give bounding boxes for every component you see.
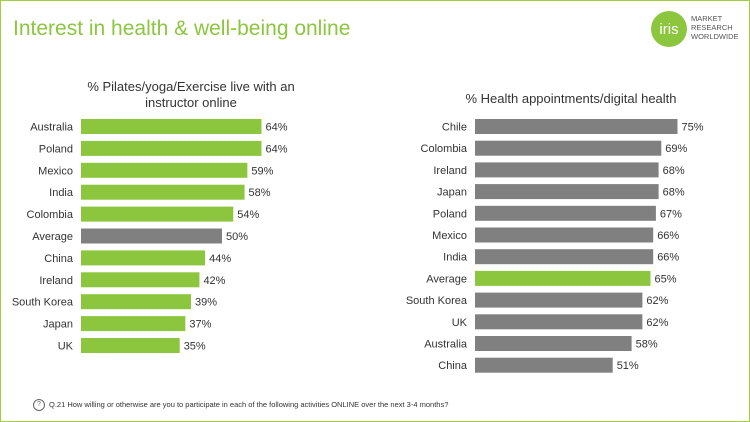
category-label: India — [49, 187, 74, 199]
category-label: Ireland — [433, 165, 467, 177]
category-label: South Korea — [406, 295, 468, 307]
category-label: China — [44, 253, 74, 265]
category-label: South Korea — [12, 297, 74, 309]
chart-left-title-line-2: instructor online — [145, 95, 237, 110]
data-label: 68% — [663, 165, 685, 177]
data-label: 66% — [657, 230, 679, 242]
footer-question: Q.21 How willing or otherwise are you to… — [49, 400, 449, 409]
bar — [475, 249, 654, 265]
iris-logo-icon: iris — [651, 11, 687, 47]
bar — [81, 272, 200, 288]
category-label: Colombia — [27, 209, 74, 221]
chart-left-title-line-1: % Pilates/yoga/Exercise live with an — [87, 79, 295, 94]
data-label: 54% — [237, 209, 259, 221]
category-label: Japan — [437, 187, 467, 199]
chart-1-svg: Chile 75% Colombia 69% Ireland 68% Japan 68% Pol… — [406, 119, 704, 373]
category-label: Chile — [442, 122, 467, 134]
data-label: 58% — [249, 187, 271, 199]
data-label: 69% — [665, 143, 687, 155]
chart-right-title: % Health appointments/digital health — [421, 91, 721, 107]
chart-0-svg: Australia 64% Poland 64% Mexico 59% India 58% Co… — [12, 119, 288, 353]
average-bar — [81, 228, 222, 244]
bar — [81, 250, 206, 266]
category-label: Poland — [433, 208, 467, 220]
category-label: Colombia — [421, 143, 468, 155]
data-label: 75% — [682, 122, 704, 134]
bar — [475, 205, 656, 221]
bar — [81, 162, 248, 178]
data-label: 62% — [646, 317, 668, 329]
data-label: 65% — [655, 273, 677, 285]
data-label: 44% — [209, 253, 231, 265]
category-label: Mexico — [38, 165, 73, 177]
category-label: Australia — [30, 122, 74, 134]
iris-logo-mark: iris — [659, 21, 678, 38]
category-label: Mexico — [432, 230, 467, 242]
iris-logo: iris MARKET RESEARCH WORLDWIDE — [649, 9, 745, 49]
bar — [81, 206, 234, 222]
bar — [81, 294, 191, 310]
category-label: Average — [32, 231, 73, 243]
chart-right-title-line-1: % Health appointments/digital health — [465, 91, 677, 106]
chart-right: Chile 75% Colombia 69% Ireland 68% Japan 68% Pol… — [381, 119, 741, 383]
logo-text: MARKET RESEARCH WORLDWIDE — [691, 14, 739, 41]
data-label: 39% — [195, 297, 217, 309]
bar — [475, 336, 632, 351]
logo-line-3: WORLDWIDE — [691, 32, 739, 41]
data-label: 64% — [265, 122, 287, 134]
bar — [475, 314, 643, 330]
data-label: 67% — [660, 208, 682, 220]
bar — [81, 140, 262, 156]
chart-left: Australia 64% Poland 64% Mexico 59% India 58% Co… — [1, 119, 341, 364]
bar — [475, 357, 613, 373]
data-label: 62% — [646, 295, 668, 307]
data-label: 42% — [203, 275, 225, 287]
bar — [475, 119, 678, 134]
bar — [475, 162, 659, 178]
bar — [475, 140, 662, 156]
data-label: 51% — [617, 360, 639, 372]
data-label: 35% — [184, 341, 206, 353]
data-label: 37% — [189, 319, 211, 331]
data-label: 64% — [265, 143, 287, 155]
slide-title: Interest in health & well-being online — [13, 17, 351, 40]
bar — [81, 184, 245, 200]
average-bar — [475, 270, 651, 286]
logo-line-1: MARKET — [691, 14, 723, 23]
help-icon: ? — [33, 399, 45, 411]
bar — [81, 316, 186, 332]
category-label: Average — [426, 273, 467, 285]
category-label: Australia — [424, 339, 468, 351]
data-label: 50% — [226, 231, 248, 243]
data-label: 68% — [663, 187, 685, 199]
data-label: 58% — [636, 339, 658, 351]
category-label: Ireland — [39, 275, 73, 287]
category-label: UK — [58, 341, 74, 353]
category-label: UK — [452, 317, 468, 329]
bar — [81, 338, 180, 353]
category-label: Japan — [43, 319, 73, 331]
category-label: Poland — [39, 143, 73, 155]
data-label: 66% — [657, 252, 679, 264]
chart-left-title: % Pilates/yoga/Exercise live with an ins… — [41, 79, 341, 111]
bar — [81, 119, 262, 134]
bar — [475, 184, 659, 200]
category-label: China — [438, 360, 468, 372]
category-label: India — [443, 252, 468, 264]
data-label: 59% — [251, 165, 273, 177]
bar — [475, 227, 654, 243]
bar — [475, 292, 643, 308]
logo-line-2: RESEARCH — [691, 23, 733, 32]
